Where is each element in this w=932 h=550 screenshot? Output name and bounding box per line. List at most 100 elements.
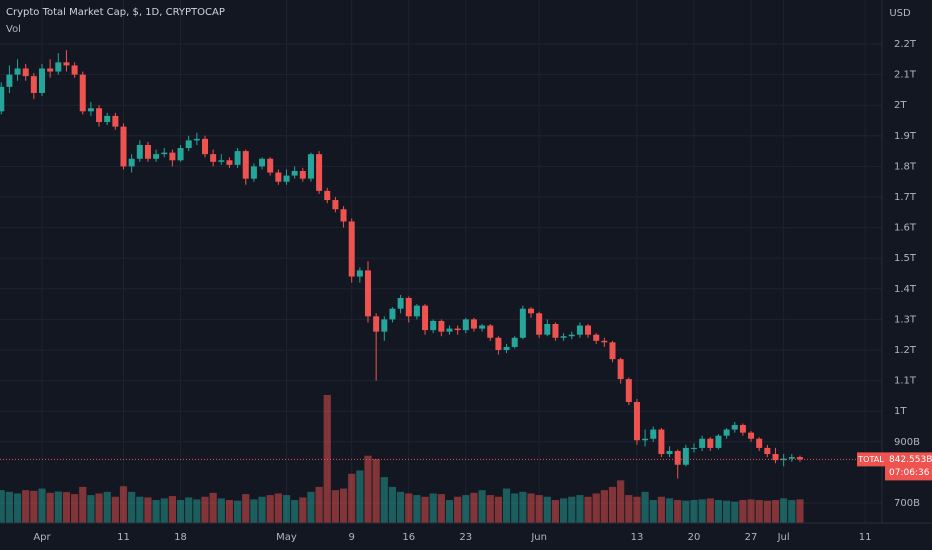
volume-bar xyxy=(560,498,568,523)
volume-bar xyxy=(225,500,234,523)
volume-bar xyxy=(584,496,592,523)
volume-bar xyxy=(22,490,30,523)
candle-body xyxy=(104,115,111,123)
candle-body xyxy=(479,325,486,329)
volume-bar xyxy=(723,500,731,523)
y-tick-label: 1.8T xyxy=(894,161,917,172)
candle-body xyxy=(772,454,779,461)
y-tick-label: 1.3T xyxy=(894,314,917,325)
volume-bar xyxy=(731,501,739,523)
volume-bar xyxy=(62,492,71,523)
x-tick-label: Apr xyxy=(33,532,51,543)
volume-bar xyxy=(535,495,543,523)
volume-bar xyxy=(780,498,788,523)
candle-body xyxy=(405,297,412,317)
candle-body xyxy=(764,447,771,455)
volume-bar xyxy=(5,491,13,523)
candle-body xyxy=(30,76,37,93)
x-tick-label: May xyxy=(276,532,297,543)
candle-body xyxy=(185,140,192,149)
x-tick-label: 27 xyxy=(745,532,758,543)
volume-bar xyxy=(250,499,258,523)
candle-body xyxy=(365,270,371,317)
volume-bar xyxy=(0,490,5,523)
candle-body xyxy=(177,148,184,161)
candle-body xyxy=(446,328,453,332)
candle-body xyxy=(682,447,689,465)
candle-body xyxy=(202,138,208,155)
candle-body xyxy=(234,151,241,165)
volume-bar xyxy=(168,496,176,523)
volume-bar xyxy=(682,500,690,523)
candle-body xyxy=(788,457,795,459)
x-tick-label: Jun xyxy=(530,532,547,543)
candle-body xyxy=(503,346,510,350)
volume-bar xyxy=(706,498,714,523)
x-tick-label: 11 xyxy=(859,532,872,543)
volume-bar xyxy=(13,493,22,523)
candle-body xyxy=(487,325,494,338)
volume-bar xyxy=(356,470,364,523)
candle-body xyxy=(128,158,135,167)
price-tag xyxy=(885,452,932,481)
volume-bar xyxy=(519,491,527,523)
candle-body xyxy=(22,68,29,77)
volume-bar xyxy=(348,473,356,523)
volume-bar xyxy=(771,500,780,523)
y-tick-label: 1.4T xyxy=(894,284,917,295)
y-tick-label: 1T xyxy=(894,406,907,417)
candle-body xyxy=(242,151,249,179)
volume-bar xyxy=(128,491,136,523)
candle-body xyxy=(576,325,583,335)
candle-body xyxy=(560,336,567,338)
volume-bar xyxy=(788,500,796,523)
candle-body xyxy=(519,308,526,338)
volume-bar xyxy=(291,500,299,523)
candle-body xyxy=(544,323,551,335)
volume-bar xyxy=(372,459,380,523)
candle-body xyxy=(633,402,640,441)
volume-bar xyxy=(641,491,649,523)
x-tick-label: 23 xyxy=(459,532,472,543)
volume-bar xyxy=(87,495,95,523)
volume-bar xyxy=(152,500,160,523)
volume-bar xyxy=(429,493,437,523)
volume-bar xyxy=(71,494,79,523)
candle-body xyxy=(299,170,306,179)
candle-body xyxy=(96,108,103,123)
candle-body xyxy=(422,305,429,331)
candle-body xyxy=(226,160,233,165)
volume-bar xyxy=(714,500,723,523)
x-tick-label: 9 xyxy=(349,532,355,543)
candle-body xyxy=(144,144,151,159)
candle-body xyxy=(63,62,70,66)
candle-body xyxy=(193,138,200,141)
candle-body xyxy=(307,154,314,179)
candle-body xyxy=(332,200,339,210)
volume-bar xyxy=(625,495,633,523)
volume-bar xyxy=(470,492,478,523)
volume-bar xyxy=(95,493,103,523)
volume-bar xyxy=(217,498,225,523)
symbol-tag xyxy=(857,452,885,467)
x-tick-label: 13 xyxy=(631,532,644,543)
volume-bar xyxy=(649,500,657,523)
candle-body xyxy=(0,86,5,112)
volume-bar xyxy=(608,486,617,523)
candle-body xyxy=(568,334,575,337)
volume-bar xyxy=(299,497,307,523)
candle-body xyxy=(291,170,298,176)
candle-body xyxy=(275,172,282,182)
volume-bar xyxy=(144,497,152,523)
y-tick-label: 1.2T xyxy=(894,345,917,356)
y-tick-label: 1.1T xyxy=(894,376,917,387)
volume-bar xyxy=(160,498,168,523)
volume-bar xyxy=(79,486,87,523)
symbol-label: TOTAL xyxy=(857,455,884,464)
candle-body xyxy=(340,209,347,222)
volume-bar xyxy=(633,496,641,523)
candle-body xyxy=(55,62,62,72)
candle-body xyxy=(413,305,420,317)
candle-body xyxy=(397,297,404,309)
y-tick-label: 2T xyxy=(894,100,907,111)
